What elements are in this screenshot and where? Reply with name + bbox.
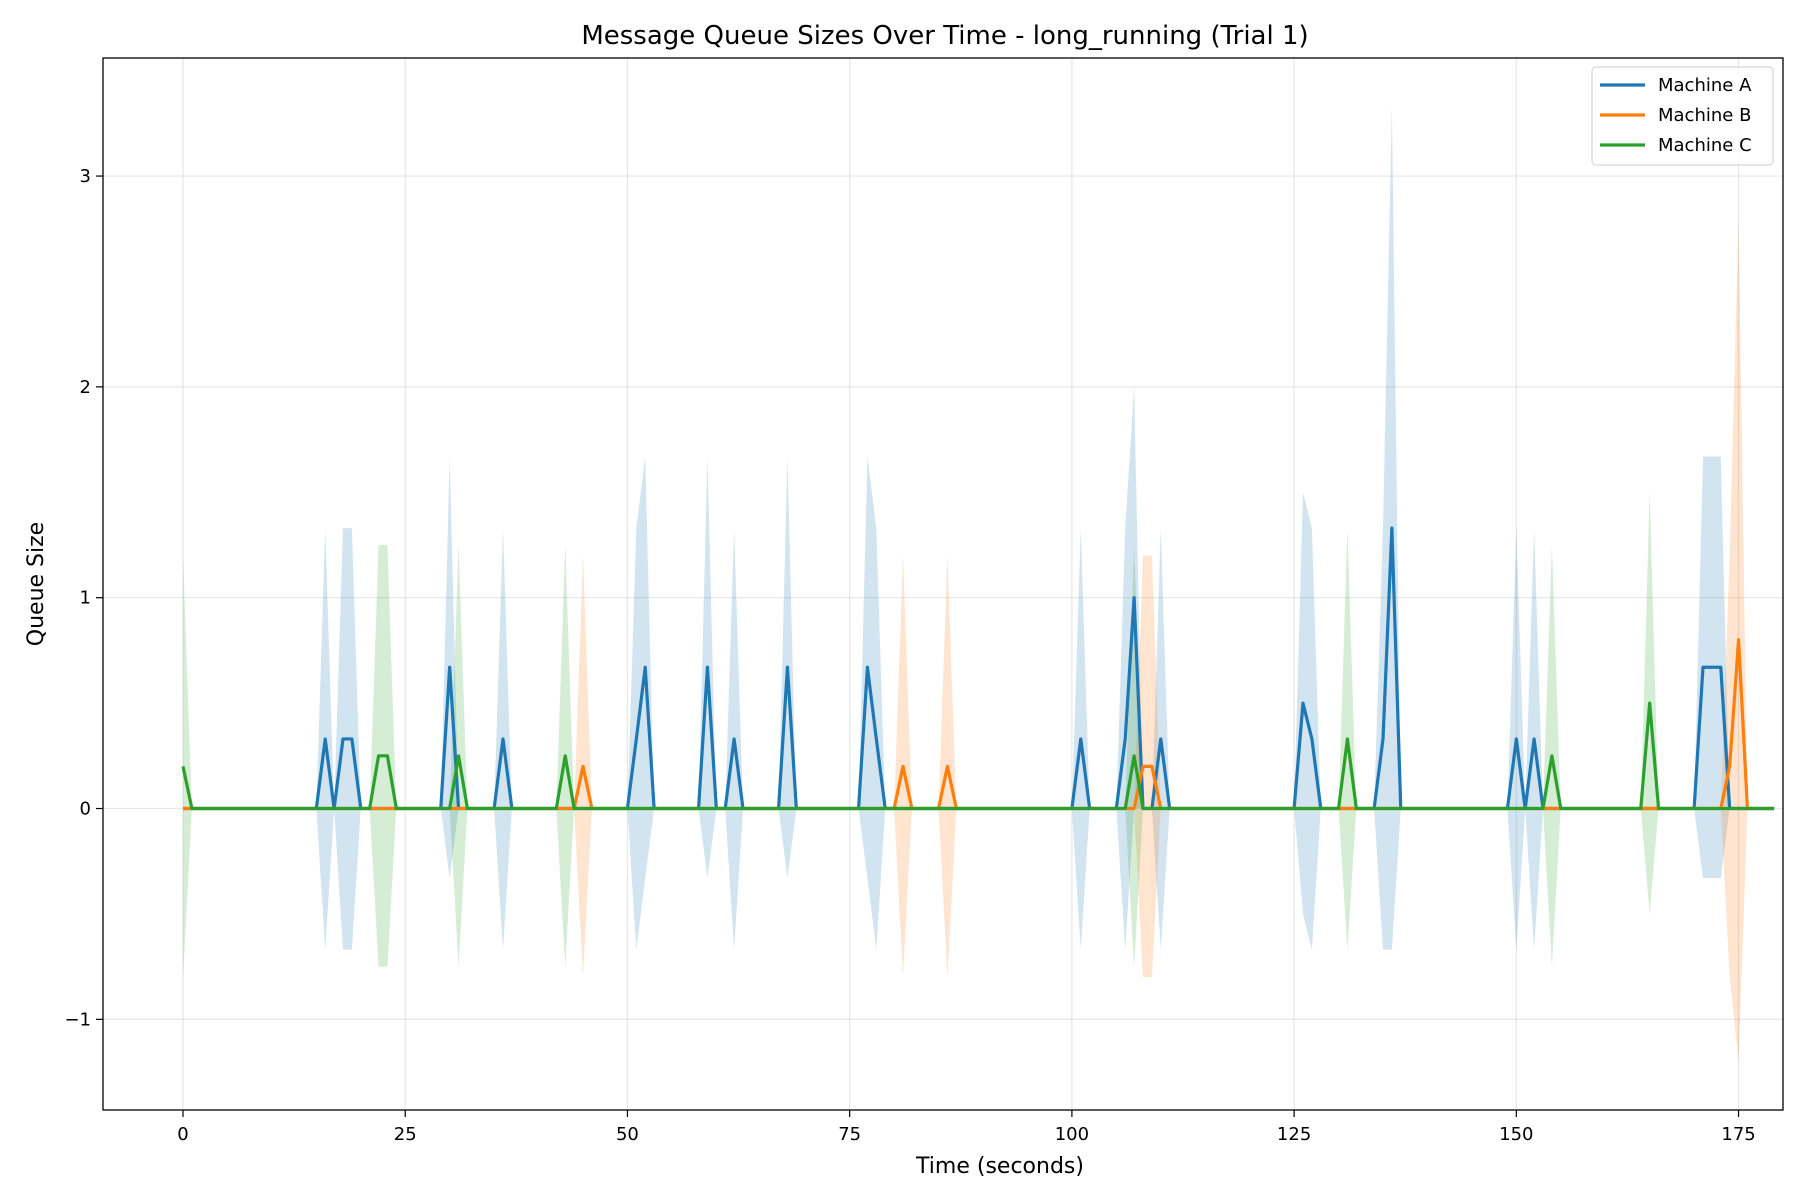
x-tick-label: 0 — [177, 1124, 188, 1145]
x-axis-ticks: 0 25 50 75 100 125 150 175 — [177, 1110, 1756, 1145]
y-axis-label: Queue Size — [24, 522, 49, 646]
legend-label: Machine A — [1658, 75, 1752, 96]
legend-label: Machine B — [1658, 105, 1751, 126]
band-machine-a — [183, 106, 1775, 950]
plot-frame — [102, 57, 1784, 1111]
x-tick-label: 100 — [1055, 1124, 1089, 1145]
x-tick-label: 125 — [1277, 1124, 1311, 1145]
x-tick-label: 175 — [1721, 1124, 1755, 1145]
y-tick-label: −1 — [64, 1009, 91, 1030]
band-machine-b — [183, 218, 1775, 1062]
x-axis-label: Time (seconds) — [915, 1154, 1084, 1179]
chart-title: Message Queue Sizes Over Time - long_run… — [581, 21, 1308, 51]
confidence-bands — [183, 106, 1775, 1062]
legend-box — [1591, 66, 1774, 166]
y-tick-label: 3 — [80, 166, 91, 187]
x-tick-label: 150 — [1499, 1124, 1533, 1145]
legend-label: Machine C — [1658, 135, 1752, 156]
y-tick-label: 0 — [80, 799, 91, 820]
x-tick-label: 25 — [394, 1124, 417, 1145]
series-lines — [181, 526, 1775, 811]
x-tick-label: 75 — [838, 1124, 861, 1145]
y-axis-ticks: −1 0 1 2 3 — [64, 166, 103, 1030]
line-machine-c — [181, 701, 1775, 811]
y-tick-label: 2 — [80, 377, 91, 398]
x-tick-label: 50 — [616, 1124, 639, 1145]
y-tick-label: 1 — [80, 588, 91, 609]
legend: Machine A Machine B Machine C — [1591, 66, 1774, 166]
